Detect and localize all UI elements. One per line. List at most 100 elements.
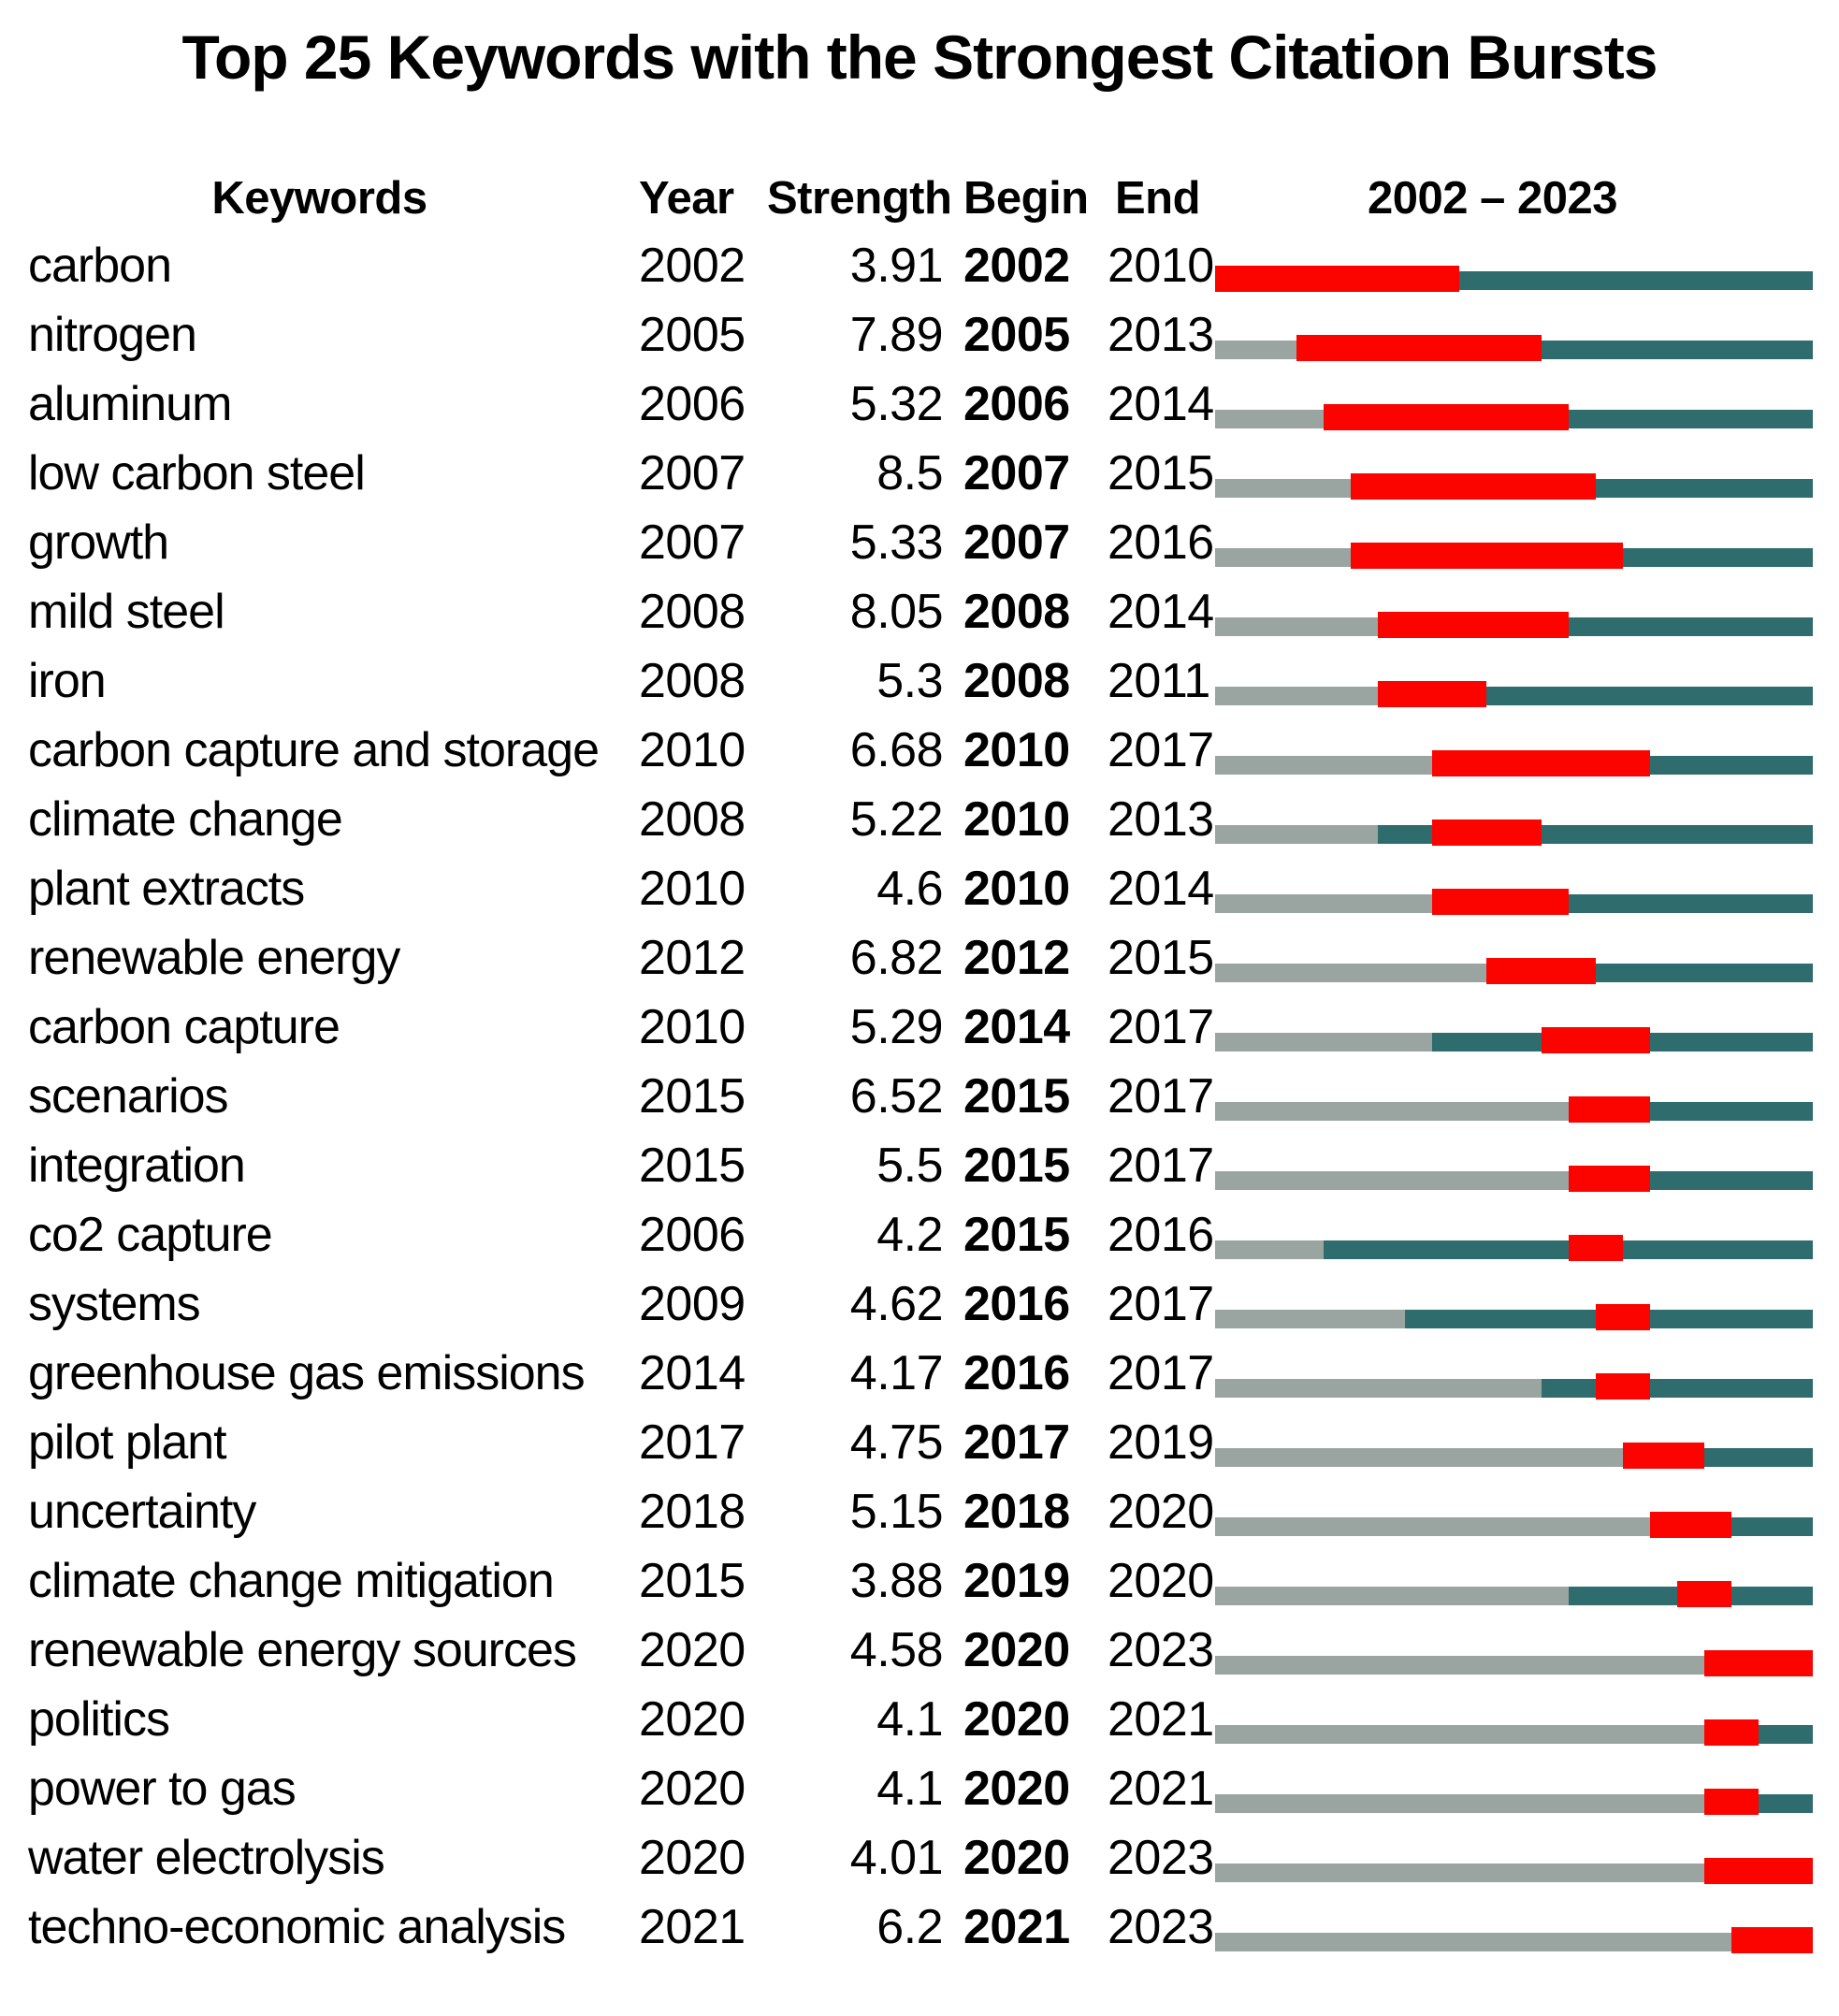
pre-appearance-segment	[1215, 1587, 1569, 1605]
end-cell: 2017	[1108, 1069, 1214, 1124]
begin-cell: 2008	[963, 585, 1070, 639]
keyword-cell: climate change mitigation	[28, 1554, 555, 1608]
pre-appearance-segment	[1215, 1379, 1542, 1398]
pre-appearance-segment	[1215, 548, 1352, 567]
end-cell: 2023	[1108, 1900, 1214, 1954]
keyword-cell: growth	[28, 515, 169, 570]
end-cell: 2020	[1108, 1554, 1214, 1608]
column-header-end: End	[1114, 173, 1201, 224]
active-period-segment	[1378, 825, 1433, 844]
year-cell: 2008	[639, 792, 746, 847]
pre-appearance-segment	[1215, 825, 1379, 844]
end-cell: 2014	[1108, 862, 1214, 916]
year-cell: 2020	[639, 1831, 746, 1885]
timeline-cell	[1215, 854, 1813, 923]
strength-cell: 4.1	[876, 1762, 943, 1816]
timeline-cell	[1215, 439, 1813, 508]
burst-period-segment	[1703, 1789, 1759, 1815]
timeline-cell	[1215, 1200, 1813, 1269]
begin-cell: 2020	[963, 1623, 1070, 1677]
post-burst-segment	[1758, 1725, 1813, 1744]
table-row: uncertainty 2018 5.15 2018 2020	[0, 1477, 1813, 1546]
column-header-year: Year	[639, 173, 734, 224]
burst-timeline-bar	[1215, 473, 1813, 501]
keyword-cell: politics	[28, 1692, 170, 1747]
post-burst-segment	[1649, 1033, 1813, 1052]
burst-timeline-bar	[1215, 1650, 1813, 1678]
pre-appearance-segment	[1215, 1864, 1704, 1882]
begin-cell: 2016	[963, 1346, 1070, 1400]
strength-cell: 5.32	[849, 377, 944, 431]
timeline-cell	[1215, 1131, 1813, 1200]
pre-appearance-segment	[1215, 894, 1433, 913]
table-row: integration 2015 5.5 2015 2017	[0, 1131, 1813, 1200]
strength-cell: 7.89	[849, 308, 944, 362]
year-cell: 2018	[639, 1485, 746, 1539]
burst-timeline-bar	[1215, 958, 1813, 986]
begin-cell: 2016	[963, 1277, 1070, 1331]
pre-appearance-segment	[1215, 1933, 1731, 1951]
keyword-cell: carbon capture	[28, 1000, 340, 1054]
timeline-cell	[1215, 300, 1813, 370]
begin-cell: 2008	[963, 654, 1070, 708]
end-cell: 2023	[1108, 1831, 1214, 1885]
burst-timeline-bar	[1215, 335, 1813, 363]
end-cell: 2011	[1108, 654, 1210, 708]
table-row: growth 2007 5.33 2007 2016	[0, 508, 1813, 577]
burst-period-segment	[1215, 266, 1460, 292]
table-body: carbon 2002 3.91 2002 2010 nitrogen 2005…	[0, 231, 1839, 1962]
keyword-cell: integration	[28, 1139, 246, 1193]
keyword-cell: climate change	[28, 792, 343, 847]
year-cell: 2021	[639, 1900, 746, 1954]
begin-cell: 2007	[963, 515, 1070, 570]
burst-period-segment	[1622, 1443, 1704, 1469]
begin-cell: 2021	[963, 1900, 1070, 1954]
year-cell: 2020	[639, 1692, 746, 1747]
timeline-cell	[1215, 646, 1813, 716]
year-cell: 2017	[639, 1415, 746, 1470]
table-row: low carbon steel 2007 8.5 2007 2015	[0, 439, 1813, 508]
burst-period-segment	[1595, 1373, 1650, 1400]
end-cell: 2010	[1108, 239, 1214, 293]
year-cell: 2008	[639, 585, 746, 639]
strength-cell: 5.3	[876, 654, 943, 708]
begin-cell: 2005	[963, 308, 1070, 362]
post-burst-segment	[1568, 894, 1813, 913]
burst-timeline-bar	[1215, 1927, 1813, 1955]
post-burst-segment	[1649, 1379, 1813, 1398]
strength-cell: 5.29	[849, 1000, 944, 1054]
burst-timeline-bar	[1215, 1096, 1813, 1124]
burst-timeline-bar	[1215, 266, 1813, 294]
timeline-cell	[1215, 1546, 1813, 1616]
post-burst-segment	[1649, 1102, 1813, 1121]
strength-cell: 4.2	[876, 1208, 943, 1262]
burst-timeline-bar	[1215, 889, 1813, 917]
burst-timeline-bar	[1215, 1373, 1813, 1401]
table-row: aluminum 2006 5.32 2006 2014	[0, 370, 1813, 439]
strength-cell: 4.6	[876, 862, 943, 916]
burst-period-segment	[1351, 473, 1596, 500]
burst-timeline-bar	[1215, 1166, 1813, 1194]
burst-timeline-bar	[1215, 612, 1813, 640]
burst-period-segment	[1378, 612, 1569, 638]
end-cell: 2014	[1108, 585, 1214, 639]
pre-appearance-segment	[1215, 1794, 1704, 1813]
table-row: renewable energy 2012 6.82 2012 2015	[0, 923, 1813, 993]
timeline-cell	[1215, 716, 1813, 785]
begin-cell: 2017	[963, 1415, 1070, 1470]
end-cell: 2016	[1108, 1208, 1214, 1262]
post-burst-segment	[1703, 1448, 1813, 1467]
column-header-row: Keywords Year Strength Begin End 2002 – …	[0, 174, 1813, 223]
table-row: carbon capture 2010 5.29 2014 2017	[0, 993, 1813, 1062]
timeline-cell	[1215, 993, 1813, 1062]
end-cell: 2016	[1108, 515, 1214, 570]
burst-timeline-bar	[1215, 819, 1813, 848]
burst-period-segment	[1649, 1512, 1731, 1538]
begin-cell: 2015	[963, 1069, 1070, 1124]
burst-period-segment	[1324, 404, 1569, 430]
table-row: water electrolysis 2020 4.01 2020 2023	[0, 1823, 1813, 1893]
begin-cell: 2015	[963, 1208, 1070, 1262]
keyword-cell: techno-economic analysis	[28, 1900, 566, 1954]
strength-cell: 4.75	[849, 1415, 944, 1470]
timeline-cell	[1215, 508, 1813, 577]
